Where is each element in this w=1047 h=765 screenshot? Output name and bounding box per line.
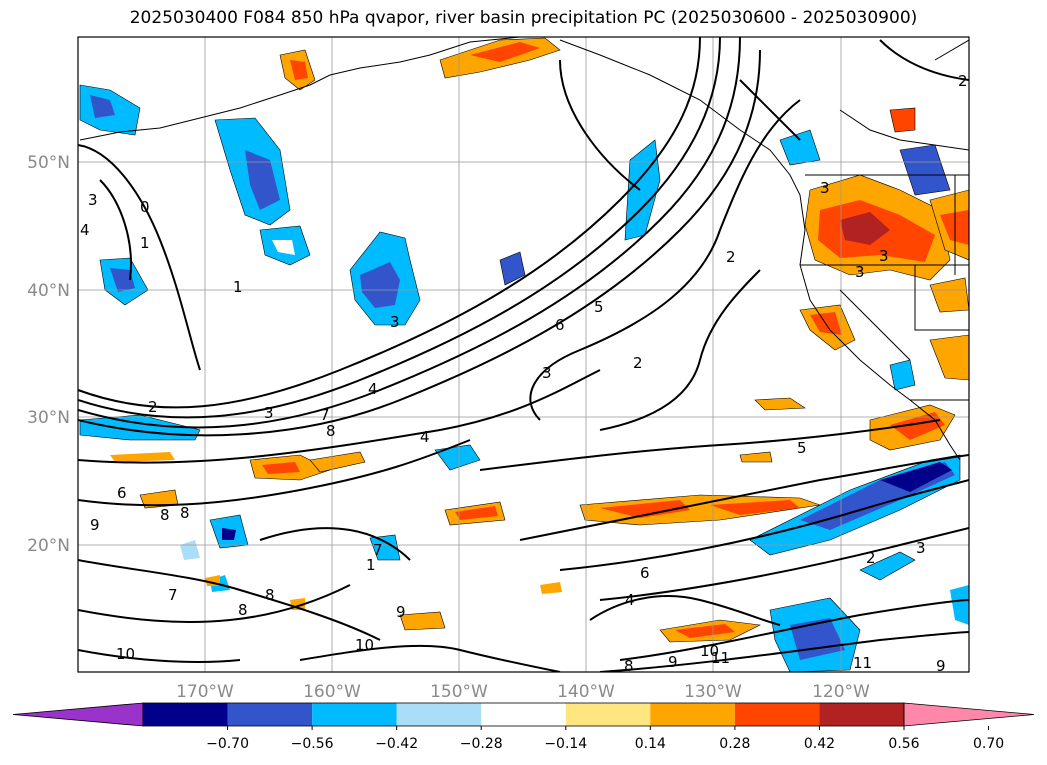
contour-label: 8 bbox=[238, 601, 248, 619]
contour-label: 6 bbox=[555, 316, 565, 334]
map-title: 2025030400 F084 850 hPa qvapor, river ba… bbox=[129, 8, 918, 28]
lon-label-170w: 170°W bbox=[176, 682, 234, 702]
map-frame bbox=[77, 36, 970, 673]
lat-label-20n: 20°N bbox=[27, 536, 70, 556]
colorbar-extend-max bbox=[903, 702, 1035, 727]
contour-label: 6 bbox=[640, 564, 650, 582]
longitude-labels: 170°W 160°W 150°W 140°W 130°W 120°W bbox=[176, 682, 870, 702]
lon-label-140w: 140°W bbox=[557, 682, 615, 702]
contour-label: 9 bbox=[396, 603, 406, 621]
contour-label: 5 bbox=[594, 298, 604, 316]
contour-label: 4 bbox=[80, 221, 90, 239]
contour-label: 1 bbox=[366, 556, 376, 574]
colorbar-tick-label: 0.28 bbox=[719, 736, 750, 752]
contour-label: 4 bbox=[420, 428, 430, 446]
colorbar-tick-label: −0.42 bbox=[375, 736, 418, 752]
colorbar-tick-label: −0.14 bbox=[544, 736, 587, 752]
contour-label: 2 bbox=[633, 354, 643, 372]
contour-label: 8 bbox=[265, 586, 275, 604]
contour-label: 3 bbox=[820, 179, 830, 197]
coastlines bbox=[79, 37, 969, 461]
contour-label: 3 bbox=[542, 364, 552, 382]
contour-label: 3 bbox=[264, 404, 274, 422]
contour-label: 9 bbox=[936, 657, 946, 675]
contour-label: 4 bbox=[368, 380, 378, 398]
lon-label-160w: 160°W bbox=[303, 682, 361, 702]
colorbar-tick-label: −0.70 bbox=[206, 736, 249, 752]
contour-label: 2 bbox=[958, 72, 968, 90]
contour-label: 4 bbox=[625, 591, 635, 609]
colorbar-tick-label: 0.14 bbox=[635, 736, 666, 752]
contour-label: 3 bbox=[916, 539, 926, 557]
contour-label: 2 bbox=[726, 248, 736, 266]
colorbar-tick-label: 0.56 bbox=[888, 736, 919, 752]
contour-label: 7 bbox=[320, 406, 330, 424]
colorbar: −0.70 −0.56 −0.42 −0.28 −0.14 0.14 0.28 0.42 0.5… bbox=[12, 702, 1035, 752]
positive-precip-shading bbox=[110, 37, 969, 643]
colorbar-segment bbox=[143, 703, 228, 726]
contour-label: 11 bbox=[853, 654, 872, 672]
contour-label: 2 bbox=[148, 398, 158, 416]
lon-label-150w: 150°W bbox=[430, 682, 488, 702]
contour-label: 3 bbox=[390, 313, 400, 331]
contour-label: 1 bbox=[140, 234, 150, 252]
qvapor-contours bbox=[78, 37, 969, 672]
colorbar-tick-label: 0.70 bbox=[973, 736, 1004, 752]
contour-label: 3 bbox=[88, 191, 98, 209]
contour-label: 8 bbox=[624, 657, 634, 675]
lon-label-130w: 130°W bbox=[684, 682, 742, 702]
lat-label-50n: 50°N bbox=[27, 153, 70, 173]
lat-label-30n: 30°N bbox=[27, 408, 70, 428]
colorbar-segment bbox=[481, 703, 566, 726]
contour-label: 8 bbox=[326, 422, 336, 440]
latitude-labels: 50°N 40°N 30°N 20°N bbox=[27, 153, 70, 556]
contour-label: 9 bbox=[668, 653, 678, 671]
contour-label: 7 bbox=[373, 541, 383, 559]
lon-label-120w: 120°W bbox=[812, 682, 870, 702]
colorbar-segment bbox=[396, 703, 482, 726]
contour-label: 5 bbox=[797, 439, 807, 457]
colorbar-segment bbox=[565, 703, 651, 726]
colorbar-segment bbox=[312, 703, 397, 726]
contour-label: 10 bbox=[700, 642, 719, 660]
contour-label: 10 bbox=[355, 636, 374, 654]
colorbar-segment bbox=[734, 703, 820, 726]
colorbar-tick-label: −0.28 bbox=[460, 736, 503, 752]
colorbar-segment bbox=[227, 703, 313, 726]
colorbar-tick-label: 0.42 bbox=[804, 736, 835, 752]
contour-label: 3 bbox=[879, 247, 889, 265]
contour-labels: 3 0 1 4 1 2 3 4 7 8 2 3 4 6 5 6 8 9 8 7 … bbox=[80, 72, 968, 675]
colorbar-tick-label: −0.56 bbox=[291, 736, 334, 752]
contour-label: 2 bbox=[866, 549, 876, 567]
colorbar-extend-min bbox=[12, 702, 144, 727]
contour-label: 7 bbox=[168, 586, 178, 604]
contour-label: 0 bbox=[140, 198, 150, 216]
graticule bbox=[78, 37, 969, 672]
contour-label: 1 bbox=[233, 278, 243, 296]
contour-label: 6 bbox=[117, 484, 127, 502]
lat-label-40n: 40°N bbox=[27, 281, 70, 301]
contour-label: 10 bbox=[116, 645, 135, 663]
contour-label: 8 bbox=[180, 504, 190, 522]
colorbar-segment bbox=[819, 703, 904, 726]
colorbar-frame bbox=[142, 702, 905, 727]
colorbar-segment bbox=[650, 703, 735, 726]
contour-label: 8 bbox=[160, 506, 170, 524]
contour-label: 11 bbox=[711, 649, 730, 667]
contour-label: 3 bbox=[855, 263, 865, 281]
contour-label: 9 bbox=[90, 516, 100, 534]
